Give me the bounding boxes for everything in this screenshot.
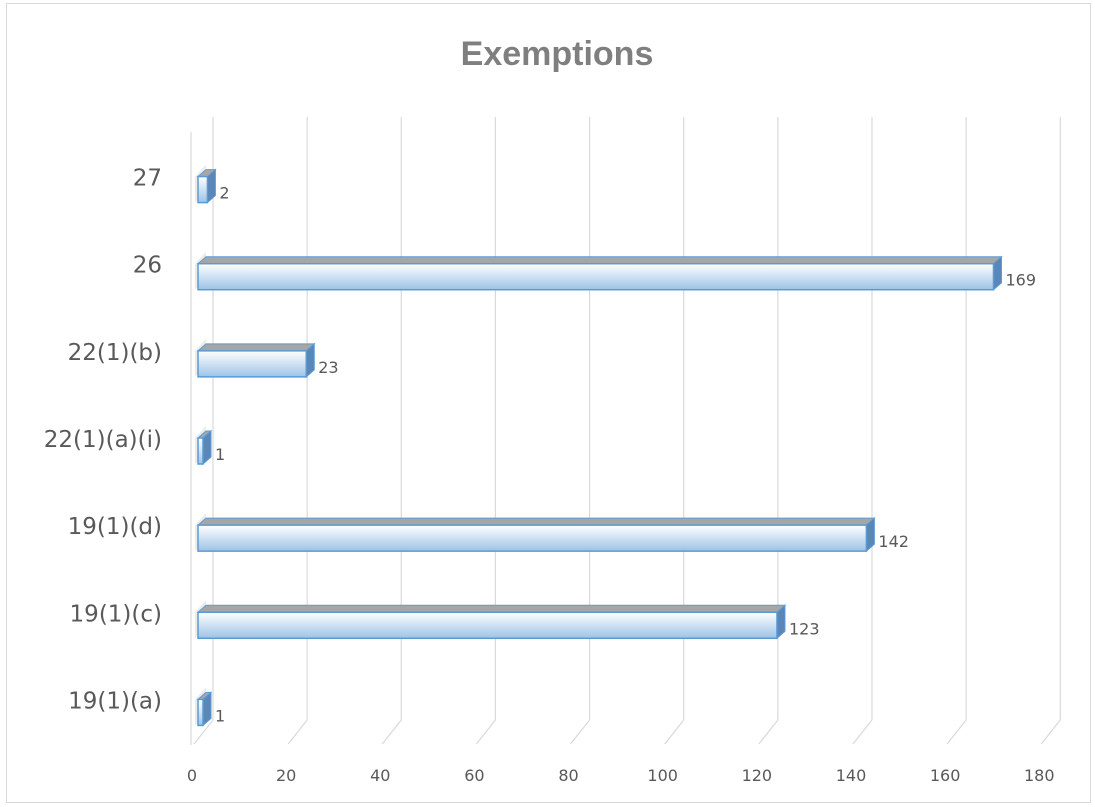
floor-gridline (570, 719, 591, 745)
bar-19(1)(a) (197, 698, 204, 727)
bar-top-face (196, 256, 1003, 265)
bar-27 (197, 175, 209, 204)
x-tick-label: 60 (464, 766, 484, 785)
chart-title: Exemptions (461, 35, 654, 73)
chart-frame (6, 3, 1091, 803)
category-label: 22(1)(a)(i) (44, 427, 162, 453)
floor-gridline (852, 719, 873, 745)
x-tick-label: 40 (370, 766, 390, 785)
bar-22(1)(b) (197, 350, 308, 378)
category-label: 27 (133, 166, 162, 192)
bar-22(1)(a)(i) (197, 437, 204, 465)
bar-top-face (196, 343, 316, 352)
x-tick-label: 80 (558, 766, 578, 785)
category-label: 19(1)(a) (68, 688, 162, 714)
category-label: 22(1)(b) (68, 340, 162, 366)
floor-gridline (381, 719, 402, 745)
bars (195, 164, 1003, 727)
floor-gridline (758, 719, 779, 745)
floor-gridline (287, 719, 308, 745)
bar-26 (197, 262, 995, 291)
category-label: 19(1)(d) (68, 514, 162, 540)
gridlines (190, 117, 1061, 745)
x-tick-label: 0 (187, 766, 197, 785)
category-label: 26 (133, 253, 162, 279)
floor-gridline (664, 719, 685, 745)
data-label: 1 (215, 445, 225, 464)
x-tick-label: 20 (276, 766, 296, 785)
data-label: 123 (789, 619, 820, 638)
x-tick-label: 160 (930, 766, 961, 785)
x-tick-label: 100 (647, 766, 678, 785)
data-label: 2 (219, 184, 229, 203)
bar-top-face (196, 604, 787, 613)
bar-top-face (196, 517, 876, 526)
bar-19(1)(c) (197, 611, 778, 640)
floor-gridline (475, 719, 496, 745)
floor-gridline (1040, 719, 1061, 745)
x-tick-label: 140 (836, 766, 867, 785)
floor-gridline (946, 719, 967, 745)
bar-19(1)(d) (197, 524, 868, 552)
data-label: 142 (878, 532, 909, 551)
data-label: 23 (318, 358, 338, 377)
labels: 0 20 40 60 80 100 120 140 160 180 19(1)(a) 1 19(1)(c… (44, 166, 1055, 785)
data-label: 1 (215, 706, 225, 725)
category-label: 19(1)(c) (70, 601, 162, 627)
data-label: 169 (1005, 271, 1036, 290)
x-tick-label: 120 (742, 766, 773, 785)
floor-gridline (193, 719, 214, 745)
x-tick-label: 180 (1024, 766, 1055, 785)
